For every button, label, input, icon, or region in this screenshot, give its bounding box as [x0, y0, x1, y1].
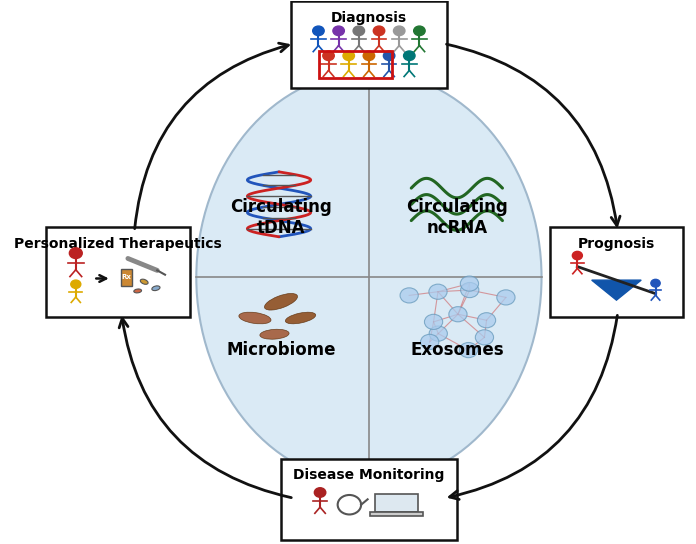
Circle shape: [313, 26, 324, 35]
Circle shape: [475, 330, 493, 345]
Bar: [375, 493, 418, 512]
FancyBboxPatch shape: [550, 227, 683, 317]
Bar: [370, 512, 423, 516]
Text: Circulating
ncRNA: Circulating ncRNA: [406, 199, 508, 237]
Circle shape: [383, 51, 395, 60]
Polygon shape: [592, 280, 641, 300]
Circle shape: [393, 26, 405, 35]
Circle shape: [449, 307, 467, 322]
Circle shape: [429, 284, 447, 299]
Circle shape: [315, 488, 326, 497]
Circle shape: [400, 288, 418, 303]
Bar: [121, 269, 132, 286]
Circle shape: [353, 26, 365, 35]
Bar: [319, 51, 393, 78]
FancyBboxPatch shape: [281, 459, 457, 540]
Circle shape: [651, 279, 661, 287]
Circle shape: [420, 335, 438, 349]
Ellipse shape: [285, 312, 316, 324]
Circle shape: [460, 276, 479, 291]
Text: Microbiome: Microbiome: [226, 342, 335, 360]
Text: Disease Monitoring: Disease Monitoring: [293, 468, 445, 482]
Text: Personalized Therapeutics: Personalized Therapeutics: [14, 237, 222, 251]
Circle shape: [404, 51, 415, 60]
Circle shape: [373, 26, 385, 35]
Circle shape: [572, 251, 583, 259]
Ellipse shape: [239, 312, 271, 324]
Circle shape: [413, 26, 425, 35]
Circle shape: [71, 280, 81, 288]
Text: Rx: Rx: [122, 274, 132, 280]
Circle shape: [333, 26, 345, 35]
Circle shape: [425, 314, 443, 330]
Circle shape: [497, 290, 515, 305]
Circle shape: [363, 51, 374, 60]
Text: Prognosis: Prognosis: [578, 237, 655, 251]
Circle shape: [70, 248, 82, 258]
Circle shape: [461, 282, 479, 298]
FancyBboxPatch shape: [291, 2, 447, 88]
Text: Exosomes: Exosomes: [410, 342, 504, 360]
Ellipse shape: [260, 329, 289, 339]
Ellipse shape: [152, 286, 160, 290]
Ellipse shape: [141, 279, 148, 285]
FancyBboxPatch shape: [47, 227, 190, 317]
Ellipse shape: [134, 289, 141, 293]
Circle shape: [459, 343, 477, 357]
Circle shape: [343, 51, 354, 60]
Circle shape: [477, 313, 496, 328]
Circle shape: [429, 326, 448, 341]
Ellipse shape: [196, 72, 541, 483]
Ellipse shape: [264, 293, 297, 310]
Text: Diagnosis: Diagnosis: [331, 10, 407, 24]
Circle shape: [323, 51, 334, 60]
Text: Circulating
tDNA: Circulating tDNA: [230, 199, 332, 237]
